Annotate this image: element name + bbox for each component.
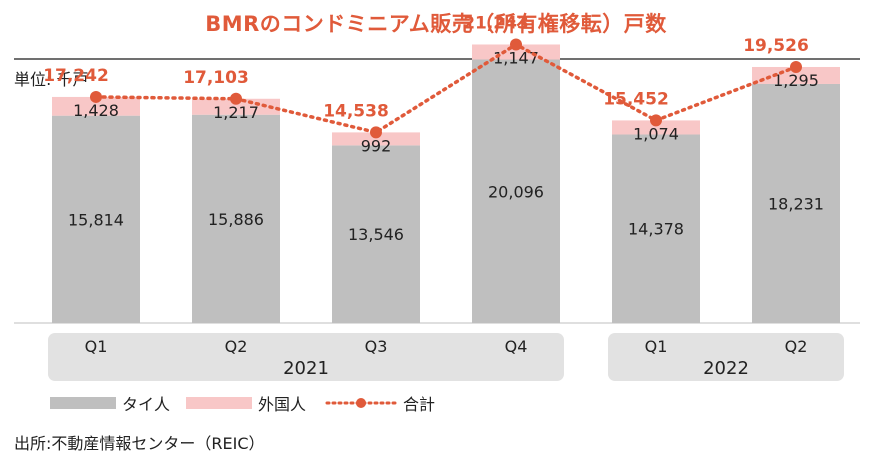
- legend-swatch-total: [325, 398, 397, 408]
- year-labels: 2021 2022: [283, 358, 749, 379]
- source-note: 出所:不動産情報センター（REIC）: [14, 434, 265, 453]
- chart-title: BMRのコンドミニアム販売（所有権移転）戸数: [205, 12, 667, 36]
- bar-series: [52, 44, 840, 324]
- legend-label-total: 合計: [403, 395, 436, 414]
- tick-label-1: Q2: [225, 337, 248, 356]
- total-point-4: [650, 114, 662, 127]
- label-foreign-0: 1,428: [73, 101, 119, 120]
- total-point-3: [510, 38, 522, 51]
- total-value-labels: 17,242 17,103 14,538 21,243 15,452 19,526: [43, 13, 809, 121]
- label-thai-0: 15,814: [68, 210, 124, 229]
- bar-thai-1: [192, 114, 280, 323]
- legend-swatch-thai: [50, 397, 116, 409]
- tick-label-5: Q2: [785, 337, 808, 356]
- bar-thai-5: [752, 83, 840, 323]
- label-foreign-5: 1,295: [773, 71, 819, 90]
- total-label-5: 19,526: [743, 36, 809, 56]
- label-foreign-1: 1,217: [213, 103, 259, 122]
- total-point-0: [90, 90, 102, 103]
- total-label-3: 21,243: [463, 13, 529, 33]
- total-point-5: [790, 60, 802, 73]
- unit-label: 単位: 千戸: [14, 70, 89, 89]
- total-label-4: 15,452: [603, 89, 669, 109]
- bar-thai-2: [332, 145, 420, 323]
- legend-label-foreign: 外国人: [258, 395, 307, 414]
- total-label-2: 14,538: [323, 101, 389, 121]
- bar-thai-4: [612, 134, 700, 323]
- label-thai-1: 15,886: [208, 210, 264, 229]
- total-line: [94, 42, 798, 135]
- label-foreign-3: 1,147: [493, 48, 539, 67]
- total-point-2: [370, 126, 382, 139]
- bar-foreign-3: [472, 44, 560, 60]
- bar-thai-3: [472, 59, 560, 324]
- label-foreign-2: 992: [361, 136, 392, 155]
- label-thai-2: 13,546: [348, 225, 404, 244]
- year-bands: [48, 333, 844, 381]
- legend-swatch-foreign: [186, 397, 252, 409]
- tick-label-0: Q1: [85, 337, 108, 356]
- year-band-2021: [48, 333, 564, 381]
- tick-label-4: Q1: [645, 337, 668, 356]
- tick-label-3: Q4: [505, 337, 528, 356]
- total-point-1: [230, 92, 242, 105]
- tick-label-2: Q3: [365, 337, 388, 356]
- total-label-0: 17,242: [43, 66, 109, 86]
- label-thai-3: 20,096: [488, 182, 544, 201]
- year-band-2022: [608, 333, 844, 381]
- total-line-series: [90, 38, 802, 139]
- label-thai-5: 18,231: [768, 194, 824, 213]
- legend-item-total: 合計: [325, 390, 435, 416]
- category-tick-labels: Q1 Q2 Q3 Q4 Q1 Q2: [85, 337, 808, 356]
- bar-foreign-0: [52, 96, 140, 116]
- bar-foreign-2: [332, 132, 420, 146]
- total-label-1: 17,103: [183, 68, 249, 88]
- title-divider: [14, 58, 860, 60]
- bar-value-labels: 15,814 1,428 15,886 1,217 13,546 992 20,096 1,1…: [68, 48, 824, 244]
- legend-item-thai: タイ人: [50, 390, 170, 416]
- label-foreign-4: 1,074: [633, 124, 679, 143]
- label-thai-4: 14,378: [628, 220, 684, 239]
- legend-label-thai: タイ人: [122, 395, 171, 414]
- year-label-2022: 2022: [703, 358, 749, 379]
- bar-foreign-4: [612, 120, 700, 135]
- bar-foreign-5: [752, 66, 840, 84]
- legend-item-foreign: 外国人: [186, 390, 306, 416]
- year-label-2021: 2021: [283, 358, 329, 379]
- bar-thai-0: [52, 115, 140, 323]
